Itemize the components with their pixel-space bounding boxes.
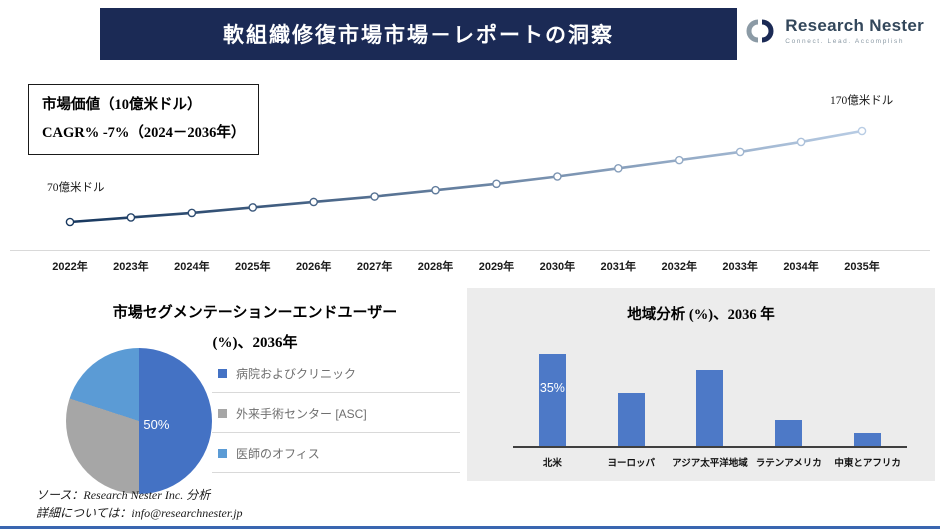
bar-category-label: ヨーロッパ (607, 458, 655, 469)
legend-swatch-hospitals (218, 369, 227, 378)
legend-swatch-physician-office (218, 449, 227, 458)
logo-tagline: Connect. Lead. Accomplish (785, 38, 905, 45)
bar-chart: 35% 北米 ヨーロッパ アジア太平洋地域 ラテンアメリカ 中東とアフリカ (513, 342, 907, 469)
bar-category-label: アジア太平洋地域 (672, 458, 748, 469)
legend-swatch-asc (218, 409, 227, 418)
x-axis-label: 2026年 (295, 261, 332, 273)
x-axis-label: 2034年 (783, 261, 819, 273)
footer: ソース：Research Nester Inc. 分析 詳細については：info… (36, 486, 243, 522)
bar-category-label: 北米 (542, 458, 562, 469)
bar-category-label: ラテンアメリカ (755, 458, 822, 469)
x-axis-label: 2035年 (844, 261, 880, 273)
research-nester-logo: Research Nester Connect. Lead. Accomplis… (742, 16, 924, 45)
bar-3 (775, 419, 803, 446)
bar-slot (592, 393, 671, 446)
line-start-value-label: 70億米ドル (47, 182, 105, 194)
legend-item-hospitals: 病院およびクリニック (212, 353, 460, 393)
x-axis-label: 2029年 (478, 261, 515, 273)
contact-link[interactable]: 詳細については：info@researchnester.jp (36, 506, 243, 520)
bar-0: 35% (538, 354, 566, 446)
x-axis-label: 2028年 (417, 261, 454, 273)
pie-chart: 50% (66, 348, 212, 494)
market-value-label: 市場価値（10億米ドル） (42, 97, 202, 113)
bar-slot (749, 419, 828, 446)
x-axis-label: 2031年 (600, 261, 637, 273)
logo-text-block: Research Nester Connect. Lead. Accomplis… (785, 16, 924, 45)
page-title: 軟組織修復市場市場－レポートの洞察 (223, 23, 614, 47)
x-axis-label: 2025年 (235, 261, 271, 273)
legend-label-asc: 外来手術センター [ASC] (236, 407, 367, 421)
x-axis-label: 2024年 (174, 261, 210, 273)
x-axis-label: 2027年 (356, 261, 393, 273)
bar-chart-bars: 35% (513, 342, 907, 448)
bar-slot (671, 369, 750, 446)
regional-analysis-panel: 地域分析 (%)、2036 年 35% 北米 ヨーロッパ アジア太平洋地域 ラテンアメ… (467, 288, 935, 481)
x-axis-label: 2030年 (539, 261, 576, 273)
pie-data-label: 50% (143, 416, 170, 432)
logo-name: Research Nester (785, 16, 924, 35)
pie-title-line1: 市場セグメンテーションーエンドユーザー (112, 305, 398, 321)
bar-chart-title: 地域分析 (%)、2036 年 (627, 307, 775, 323)
bar-1 (617, 393, 645, 446)
bar-2 (696, 369, 724, 446)
x-axis-label: 2033年 (722, 261, 758, 273)
legend-item-physician-office: 医師のオフィス (212, 433, 460, 473)
legend-item-asc: 外来手術センター [ASC] (212, 393, 460, 433)
line-end-value-label: 170億米ドル (830, 95, 894, 107)
legend-label-hospitals: 病院およびクリニック (236, 367, 357, 381)
title-banner: 軟組織修復市場市場－レポートの洞察 (100, 8, 737, 60)
bar-data-label: 35% (539, 381, 565, 395)
cagr-label: CAGR% -7%（2024－2036年） (42, 124, 246, 141)
pie-title-line2: (%)、2036年 (212, 335, 298, 351)
bar-4 (854, 432, 882, 446)
pie-legend: 病院およびクリニック 外来手術センター [ASC] 医師のオフィス (212, 353, 460, 473)
market-value-box: 市場価値（10億米ドル） CAGR% -7%（2024－2036年） (28, 84, 260, 156)
x-axis-label: 2023年 (113, 261, 149, 273)
x-axis-label: 2032年 (661, 261, 697, 273)
bar-chart-categories: 北米 ヨーロッパ アジア太平洋地域 ラテンアメリカ 中東とアフリカ (513, 448, 907, 469)
axis-separator-line (10, 250, 930, 251)
source-note: ソース：Research Nester Inc. 分析 (36, 488, 211, 502)
pie-chart-title: 市場セグメンテーションーエンドユーザー (%)、2036年 (30, 301, 480, 352)
bottom-accent-bar (0, 526, 940, 529)
bar-category-label: 中東とアフリカ (834, 458, 901, 469)
bar-slot: 35% (513, 354, 592, 446)
chain-links-logo-icon (746, 19, 774, 42)
legend-label-physician-office: 医師のオフィス (236, 447, 320, 461)
x-axis-label: 2022年 (52, 261, 88, 273)
line-chart-x-axis: 2022年 2023年 2024年 2025年 2026年 2027年 2028年 2029年… (0, 258, 940, 276)
bar-slot (828, 432, 907, 446)
